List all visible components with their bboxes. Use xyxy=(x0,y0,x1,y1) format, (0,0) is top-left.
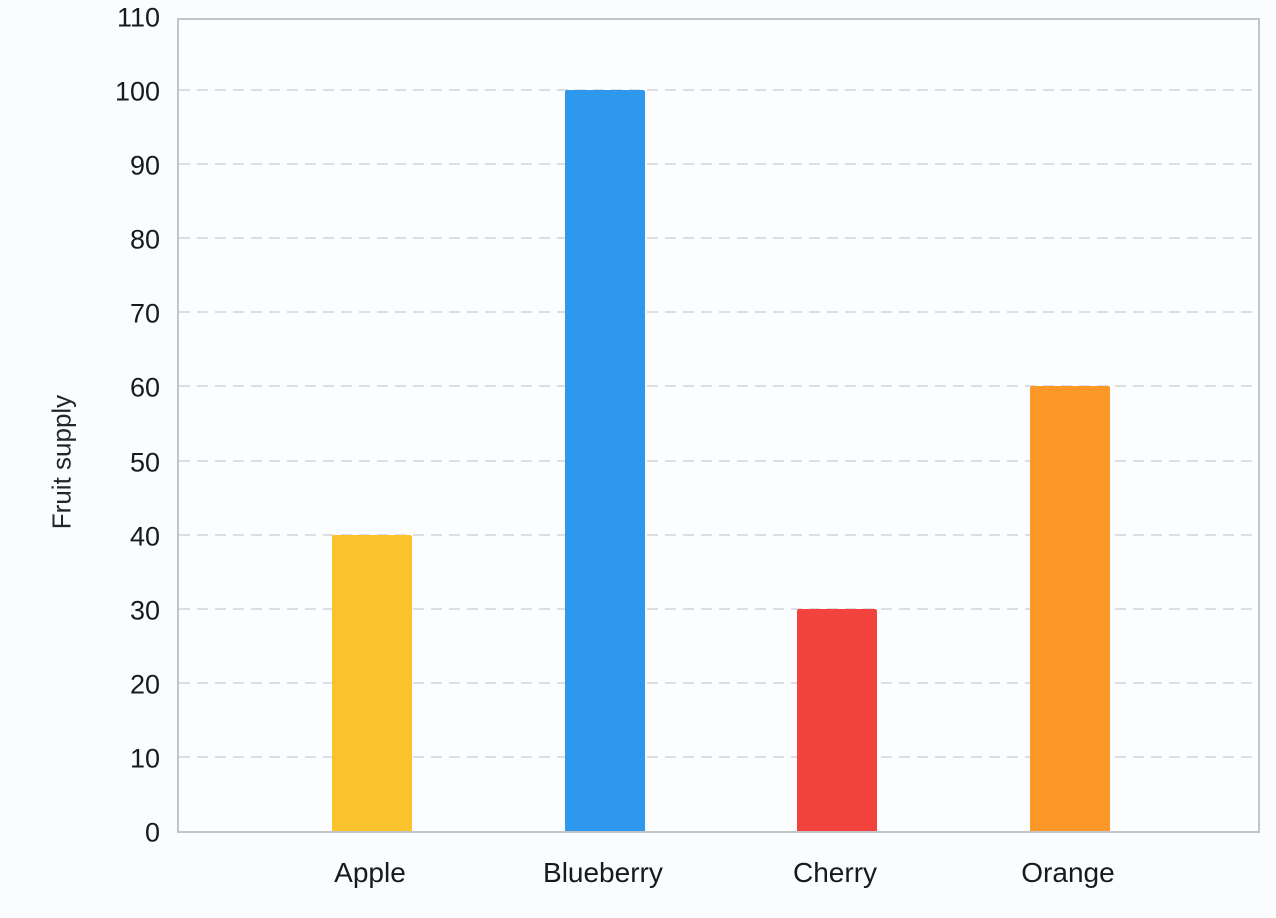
y-tick-label-30: 30 xyxy=(129,595,160,626)
gridline-90 xyxy=(179,163,1258,166)
y-tick-label-90: 90 xyxy=(129,150,160,181)
gridline-10 xyxy=(179,755,1258,758)
gridline-30 xyxy=(179,607,1258,610)
gridline-70 xyxy=(179,311,1258,314)
y-tick-label-110: 110 xyxy=(116,2,160,33)
x-tick-label-blueberry: Blueberry xyxy=(543,857,663,888)
bar-orange xyxy=(1029,386,1110,831)
y-tick-label-50: 50 xyxy=(129,447,160,478)
gridline-20 xyxy=(179,681,1258,684)
gridline-80 xyxy=(179,237,1258,240)
x-tick-label-cherry: Cherry xyxy=(793,857,878,888)
x-tick-label-orange: Orange xyxy=(1021,857,1115,888)
bar-apple xyxy=(331,534,412,831)
gridline-60 xyxy=(179,385,1258,388)
y-tick-label-100: 100 xyxy=(114,76,160,107)
y-tick-label-60: 60 xyxy=(129,372,160,403)
y-tick-label-0: 0 xyxy=(144,817,160,848)
y-tick-label-80: 80 xyxy=(129,224,160,255)
y-tick-label-10: 10 xyxy=(129,743,160,774)
bar-cherry xyxy=(797,608,878,831)
gridline-40 xyxy=(179,533,1258,536)
x-tick-label-apple: Apple xyxy=(334,857,406,888)
y-tick-label-20: 20 xyxy=(129,669,160,700)
y-tick-label-40: 40 xyxy=(129,521,160,552)
y-tick-label-70: 70 xyxy=(129,298,160,329)
bar-blueberry xyxy=(564,90,645,831)
gridline-50 xyxy=(179,459,1258,462)
plot-area xyxy=(177,18,1260,833)
gridline-100 xyxy=(179,89,1258,92)
